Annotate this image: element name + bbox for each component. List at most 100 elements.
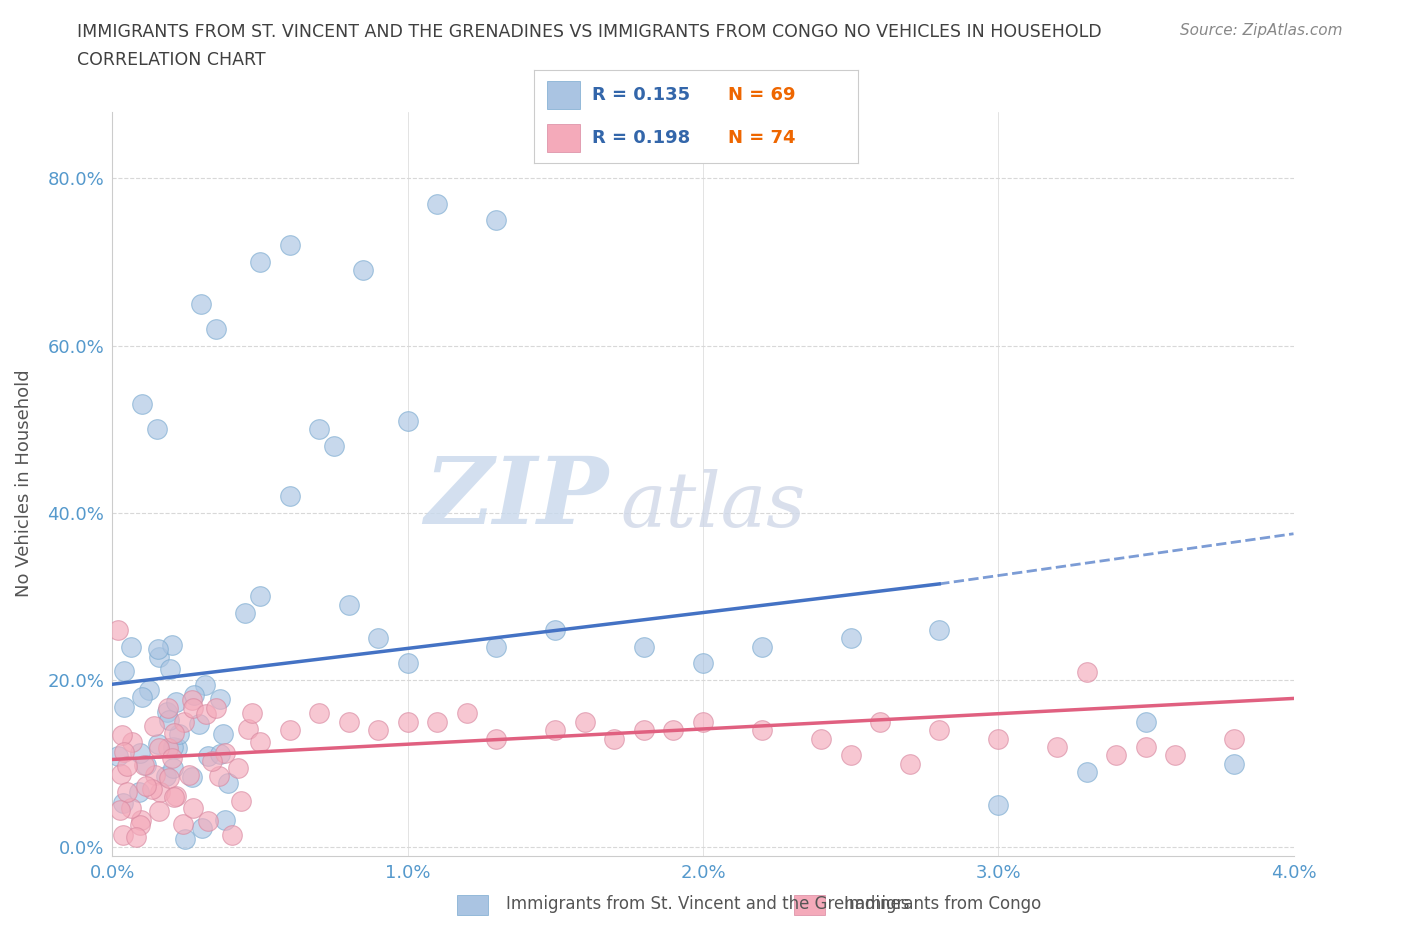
Point: [367, 723, 389, 737]
Point: [134, 757, 156, 772]
Point: [162, 761, 184, 776]
Text: R = 0.135: R = 0.135: [592, 86, 690, 104]
Point: [928, 622, 950, 637]
Point: [143, 768, 166, 783]
Point: [574, 714, 596, 729]
Point: [987, 731, 1010, 746]
Point: [181, 701, 204, 716]
Point: [120, 640, 142, 655]
Point: [485, 731, 508, 746]
Point: [898, 756, 921, 771]
Point: [183, 687, 205, 702]
Point: [1105, 748, 1128, 763]
Point: [456, 706, 478, 721]
Point: [115, 785, 138, 800]
Point: [181, 800, 204, 815]
Point: [485, 213, 508, 228]
Point: [352, 263, 374, 278]
Point: [156, 704, 179, 719]
Point: [146, 422, 169, 437]
Point: [396, 656, 419, 671]
Point: [396, 414, 419, 429]
Point: [138, 683, 160, 698]
Text: atlas: atlas: [620, 469, 806, 543]
Point: [129, 746, 152, 761]
Point: [209, 692, 232, 707]
Point: [485, 639, 508, 654]
Point: [173, 714, 195, 729]
Point: [211, 726, 233, 741]
Point: [426, 196, 449, 211]
Point: [125, 830, 148, 844]
Point: [163, 790, 186, 804]
Point: [149, 785, 172, 800]
Point: [128, 784, 150, 799]
Point: [160, 751, 183, 765]
Point: [544, 622, 567, 637]
Point: [167, 726, 190, 741]
Text: Immigrants from Congo: Immigrants from Congo: [844, 895, 1040, 913]
Point: [120, 800, 142, 815]
Point: [112, 827, 135, 842]
Point: [131, 689, 153, 704]
Point: [337, 714, 360, 729]
Text: R = 0.198: R = 0.198: [592, 128, 690, 147]
Point: [751, 639, 773, 654]
Point: [1164, 748, 1187, 763]
Point: [1046, 739, 1069, 754]
Point: [197, 814, 219, 829]
Point: [148, 741, 170, 756]
Point: [240, 705, 263, 720]
Point: [205, 700, 228, 715]
Point: [201, 753, 224, 768]
Point: [205, 322, 228, 337]
Point: [157, 712, 180, 727]
Point: [156, 740, 179, 755]
Point: [197, 749, 219, 764]
Bar: [547, 124, 579, 152]
Text: Immigrants from St. Vincent and the Grenadines: Immigrants from St. Vincent and the Gren…: [506, 895, 910, 913]
Point: [323, 439, 346, 454]
Point: [163, 725, 186, 740]
Point: [217, 776, 239, 790]
Point: [1223, 731, 1246, 746]
Point: [142, 719, 165, 734]
Text: ZIP: ZIP: [425, 454, 609, 543]
Point: [157, 700, 180, 715]
Point: [751, 723, 773, 737]
Point: [108, 803, 131, 817]
Point: [692, 714, 714, 729]
Point: [179, 767, 201, 782]
Point: [166, 740, 188, 755]
Point: [131, 397, 153, 412]
Point: [1223, 756, 1246, 771]
Point: [190, 297, 212, 312]
Point: [662, 723, 685, 737]
Point: [308, 706, 330, 721]
Point: [249, 589, 271, 604]
Point: [249, 255, 271, 270]
Point: [172, 817, 194, 831]
Point: [128, 817, 150, 832]
Point: [1135, 714, 1157, 729]
Point: [278, 723, 301, 737]
Point: [173, 831, 195, 846]
Point: [148, 649, 170, 664]
Point: [111, 728, 134, 743]
Point: [110, 766, 132, 781]
Point: [115, 758, 138, 773]
Point: [233, 605, 256, 620]
Point: [187, 716, 209, 731]
Text: IMMIGRANTS FROM ST. VINCENT AND THE GRENADINES VS IMMIGRANTS FROM CONGO NO VEHIC: IMMIGRANTS FROM ST. VINCENT AND THE GREN…: [77, 23, 1102, 41]
Point: [249, 734, 271, 749]
Point: [165, 789, 187, 804]
Point: [131, 813, 153, 828]
Point: [229, 793, 252, 808]
Point: [367, 631, 389, 645]
Point: [112, 795, 135, 810]
Text: CORRELATION CHART: CORRELATION CHART: [77, 51, 266, 69]
Point: [112, 699, 135, 714]
Point: [191, 821, 214, 836]
Point: [337, 597, 360, 612]
Point: [209, 747, 232, 762]
